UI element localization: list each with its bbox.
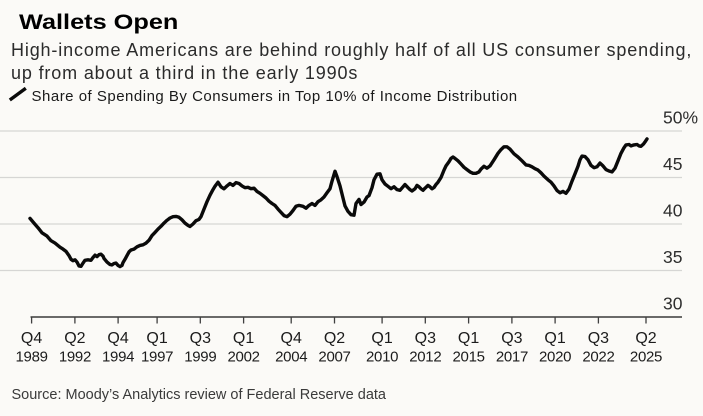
- svg-text:2012: 2012: [409, 348, 441, 365]
- svg-text:1989: 1989: [16, 348, 48, 365]
- svg-text:Q2: Q2: [324, 330, 345, 347]
- svg-text:2004: 2004: [275, 348, 307, 365]
- svg-text:Q4: Q4: [21, 330, 42, 347]
- svg-text:1994: 1994: [102, 348, 134, 365]
- svg-text:Q2: Q2: [635, 330, 656, 347]
- svg-text:2010: 2010: [366, 348, 398, 365]
- svg-text:2020: 2020: [539, 348, 571, 365]
- svg-text:Q2: Q2: [64, 330, 85, 347]
- svg-text:2015: 2015: [453, 348, 485, 365]
- svg-text:Q3: Q3: [501, 330, 522, 347]
- svg-text:50%: 50%: [663, 108, 698, 128]
- svg-text:Q1: Q1: [146, 330, 167, 347]
- svg-text:1997: 1997: [141, 348, 173, 365]
- svg-text:Q1: Q1: [544, 330, 565, 347]
- svg-text:2025: 2025: [630, 348, 662, 365]
- svg-text:Q3: Q3: [415, 330, 436, 347]
- svg-text:Q3: Q3: [190, 330, 211, 347]
- svg-text:45: 45: [663, 154, 682, 174]
- svg-text:2022: 2022: [582, 348, 614, 365]
- svg-text:35: 35: [663, 247, 682, 267]
- svg-text:2007: 2007: [318, 348, 350, 365]
- svg-text:Q1: Q1: [233, 330, 254, 347]
- svg-text:1992: 1992: [59, 348, 91, 365]
- svg-text:2017: 2017: [496, 348, 528, 365]
- svg-text:Q3: Q3: [588, 330, 609, 347]
- svg-text:Q1: Q1: [371, 330, 392, 347]
- svg-text:Q4: Q4: [281, 330, 302, 347]
- svg-text:2002: 2002: [228, 348, 260, 365]
- svg-text:Q4: Q4: [107, 330, 128, 347]
- svg-text:30: 30: [663, 294, 683, 314]
- svg-text:Q1: Q1: [458, 330, 479, 347]
- svg-text:40: 40: [663, 201, 683, 221]
- svg-text:1999: 1999: [184, 348, 216, 365]
